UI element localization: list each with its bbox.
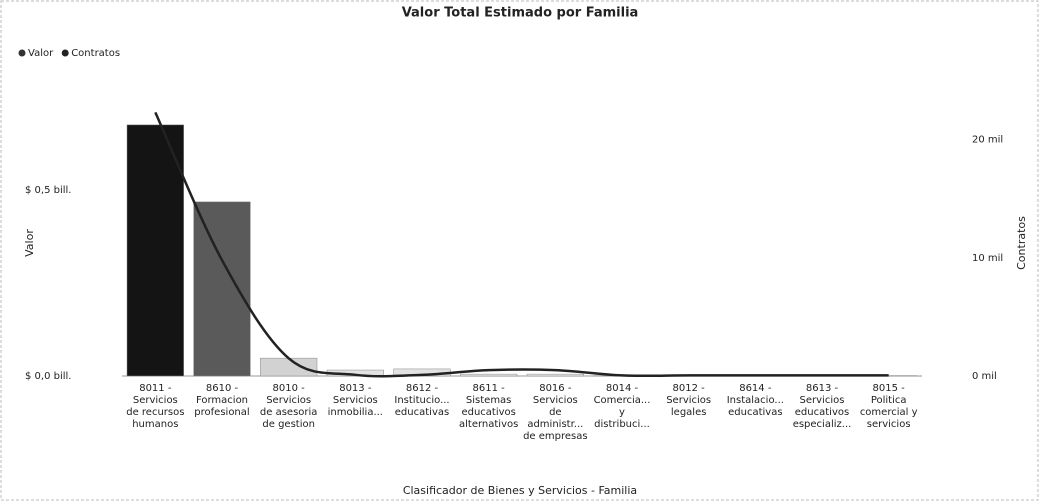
x-tick-label: 8011 -Servicios de recursos humanos bbox=[126, 383, 184, 430]
x-tick-label: 8610 -Formacion profesional bbox=[194, 383, 249, 418]
bar bbox=[460, 373, 518, 377]
x-tick-label: 8611 -Sistemas educativos alternativos bbox=[459, 383, 518, 430]
x-tick-label: 8013 -Servicios inmobilia... bbox=[328, 383, 383, 418]
bar bbox=[260, 357, 318, 377]
x-tick-label: 8612 -Institucio... educativas bbox=[394, 383, 449, 418]
y-tick-label: $ 0,5 bill. bbox=[25, 185, 71, 196]
x-tick-label: 8010 -Servicios de asesoria de gestion bbox=[260, 383, 318, 430]
x-tick-label: 8015 -Politica comercial y servicios bbox=[860, 383, 918, 430]
x-tick-label: 8014 -Comercia... y distribuci... bbox=[594, 383, 651, 430]
y-axis-title: Valor bbox=[23, 229, 36, 257]
x-tick-label: 8613 -Servicios educativos especializ... bbox=[793, 383, 852, 430]
line bbox=[154, 111, 889, 378]
y2-axis-title: Contratos bbox=[1015, 216, 1028, 270]
bar bbox=[526, 373, 584, 377]
x-tick-label: 8016 -Servicios de administr... de empresas bbox=[523, 383, 588, 442]
y2-tick-label: 0 mil bbox=[972, 371, 997, 382]
y2-tick-label: 20 mil bbox=[972, 135, 1003, 146]
bar bbox=[193, 201, 251, 377]
x-axis-title: Clasificador de Bienes y Servicios - Fam… bbox=[403, 484, 637, 497]
x-tick-label: 8614 -Instalacio... educativas bbox=[727, 383, 784, 418]
chart-title: Valor Total Estimado por Familia bbox=[402, 6, 639, 21]
legend-label: Contratos bbox=[71, 48, 120, 59]
legend-marker bbox=[61, 49, 69, 57]
bar bbox=[126, 124, 184, 377]
legend-label: Valor bbox=[28, 48, 54, 59]
legend-marker bbox=[18, 49, 26, 57]
y-tick-label: $ 0,0 bill. bbox=[25, 371, 71, 382]
x-tick-label: 8012 -Servicios legales bbox=[666, 383, 711, 418]
y2-tick-label: 10 mil bbox=[972, 253, 1003, 264]
